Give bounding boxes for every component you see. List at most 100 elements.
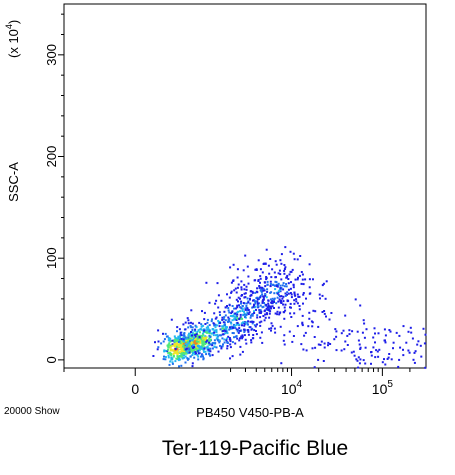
event-point <box>234 307 237 310</box>
event-point <box>370 351 372 354</box>
event-point <box>164 358 167 361</box>
event-point <box>282 300 285 303</box>
event-point <box>259 289 262 292</box>
event-point <box>240 300 243 303</box>
event-point <box>189 349 192 352</box>
event-point <box>289 302 292 305</box>
event-point <box>259 277 262 280</box>
event-point <box>206 328 209 331</box>
event-point <box>208 353 211 356</box>
event-point <box>168 352 171 355</box>
event-point <box>274 276 277 279</box>
event-point <box>244 323 247 326</box>
event-point <box>209 338 212 341</box>
event-point <box>247 320 250 323</box>
event-point <box>381 361 384 364</box>
event-point <box>410 331 413 334</box>
event-point <box>244 307 247 310</box>
event-point <box>202 357 205 360</box>
event-point <box>203 337 206 339</box>
event-point <box>188 332 190 335</box>
event-point <box>217 321 220 323</box>
event-point <box>203 318 206 321</box>
event-point <box>270 322 273 325</box>
event-point <box>269 280 272 283</box>
event-point <box>297 295 300 298</box>
event-point <box>243 283 246 286</box>
event-point <box>179 351 182 354</box>
event-point <box>207 326 210 329</box>
event-point <box>215 331 218 333</box>
event-point <box>217 294 220 297</box>
event-point <box>259 324 262 327</box>
event-point <box>293 291 296 294</box>
event-point <box>270 307 273 310</box>
event-point <box>281 297 284 300</box>
event-point <box>275 302 278 305</box>
event-point <box>376 350 379 353</box>
event-point <box>175 343 178 346</box>
event-point <box>200 347 203 349</box>
event-point <box>250 314 252 317</box>
event-point <box>184 352 187 355</box>
event-point <box>207 347 210 350</box>
event-point <box>175 357 178 360</box>
x-tick-label: 105 <box>372 379 394 397</box>
event-point <box>283 269 286 272</box>
event-point <box>229 343 232 346</box>
event-point <box>235 323 238 326</box>
event-point <box>273 297 276 300</box>
event-point <box>344 340 347 343</box>
event-point <box>276 313 279 316</box>
event-point <box>384 341 387 344</box>
event-point <box>211 344 214 347</box>
event-point <box>231 310 234 313</box>
event-point <box>214 302 217 305</box>
event-point <box>181 351 183 354</box>
event-point <box>256 304 259 307</box>
event-point <box>240 329 243 332</box>
event-point <box>277 306 280 309</box>
event-point <box>167 351 170 354</box>
event-point <box>286 276 288 279</box>
event-point <box>212 322 215 325</box>
event-point <box>263 310 266 313</box>
event-point <box>269 285 272 288</box>
event-point <box>187 351 190 354</box>
event-point <box>247 333 250 336</box>
event-point <box>187 322 190 325</box>
event-point <box>311 347 314 350</box>
event-point <box>325 280 328 283</box>
event-point <box>237 296 240 299</box>
event-point <box>335 349 338 352</box>
event-point <box>208 328 210 331</box>
event-point <box>317 325 320 328</box>
event-point <box>260 320 263 323</box>
event-point <box>203 311 206 314</box>
event-point <box>236 330 239 333</box>
event-point <box>179 348 182 351</box>
event-point <box>260 290 263 293</box>
event-point <box>358 343 361 346</box>
event-point <box>373 327 376 330</box>
event-point <box>340 349 343 352</box>
event-point <box>180 353 183 356</box>
event-point <box>183 356 186 359</box>
event-point <box>323 346 326 349</box>
event-point <box>213 339 216 342</box>
y-tick-label: 100 <box>44 247 59 269</box>
event-point <box>285 283 288 285</box>
event-point <box>296 293 299 296</box>
event-point <box>308 286 311 289</box>
event-point <box>238 339 241 342</box>
event-point <box>172 354 175 357</box>
event-point <box>239 353 242 356</box>
event-point <box>265 248 268 251</box>
event-point <box>189 332 192 335</box>
event-point <box>397 365 400 368</box>
event-point <box>284 246 287 249</box>
event-point <box>244 316 246 318</box>
event-point <box>183 334 186 337</box>
event-point <box>235 291 238 294</box>
event-point <box>193 340 196 343</box>
